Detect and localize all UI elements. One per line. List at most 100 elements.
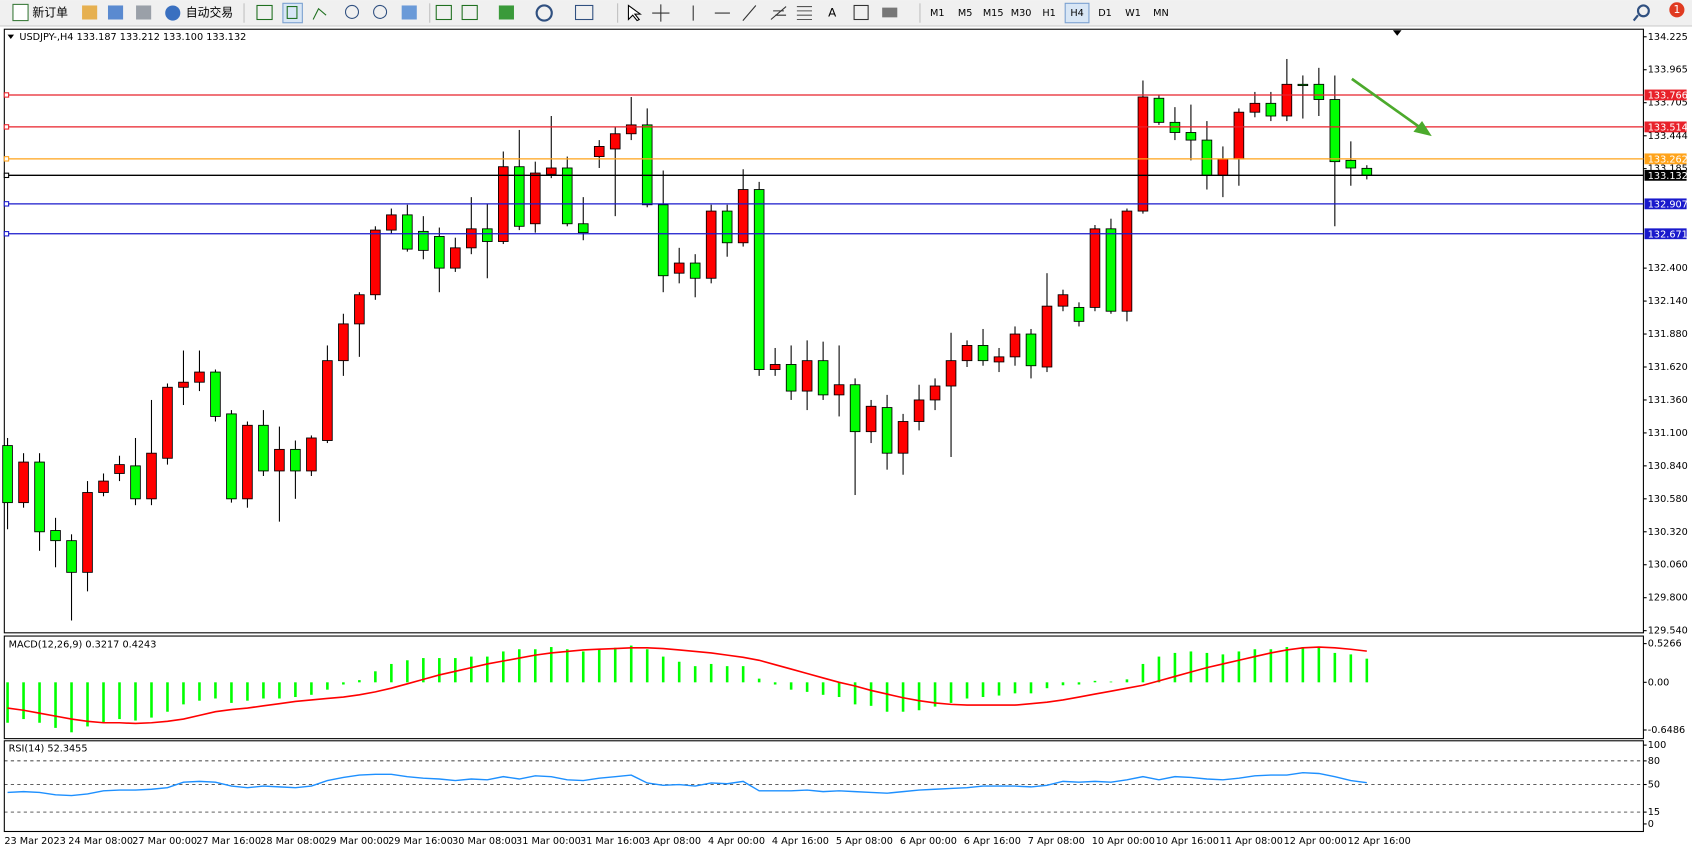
y-tick-label: 80	[1648, 756, 1660, 767]
new-order-icon[interactable]	[12, 3, 29, 22]
candle-body	[1105, 228, 1117, 312]
candle-body	[402, 214, 413, 250]
y-tick-label: 131.880	[1648, 329, 1688, 340]
macd-bar	[1349, 654, 1353, 683]
timeframe-button[interactable]: W1	[1125, 8, 1141, 19]
candle-body	[50, 530, 61, 542]
candle-body	[977, 345, 989, 362]
periods[interactable]	[535, 4, 553, 22]
macd-bar	[789, 682, 793, 690]
timeframe-button[interactable]: M5	[958, 8, 973, 19]
line-tools[interactable]	[692, 5, 757, 21]
candle-body	[529, 172, 541, 225]
macd-bar	[1157, 656, 1161, 683]
y-tick-label: 130.320	[1648, 527, 1688, 538]
x-tick-label: 6 Apr 00:00	[900, 836, 957, 847]
candle-body	[881, 407, 893, 454]
macd-bar	[1125, 679, 1129, 683]
macd-bar	[1333, 652, 1337, 683]
macd-bar	[613, 647, 617, 683]
macd-bar	[1061, 682, 1065, 686]
candle-body	[577, 223, 589, 234]
macd-bar	[1317, 647, 1321, 683]
cursor[interactable]	[627, 4, 642, 22]
notification-badge[interactable]	[1669, 2, 1685, 18]
icon[interactable]	[107, 5, 124, 20]
candle-body	[545, 167, 557, 175]
candle-body	[354, 294, 365, 325]
timeframe-button[interactable]: M30	[1011, 8, 1032, 19]
macd-bar	[278, 682, 281, 699]
zoom-in[interactable]	[344, 4, 360, 19]
indicators[interactable]	[498, 5, 514, 20]
price-level-tag	[1644, 169, 1687, 181]
y-tick-label: 130.580	[1648, 494, 1688, 505]
candle-body	[513, 166, 525, 227]
line-chart-btn[interactable]	[312, 7, 327, 20]
autoscroll[interactable]	[435, 4, 452, 21]
rsi-header: RSI(14) 52.3455	[9, 743, 88, 754]
timeframe-button[interactable]: M15	[983, 8, 1004, 19]
candle-body	[1265, 102, 1277, 117]
candle-body	[290, 448, 301, 472]
macd-bar	[198, 682, 201, 701]
macd-bar	[326, 682, 329, 690]
macd-bar	[1141, 663, 1145, 683]
candle-body	[945, 360, 957, 387]
y-tick-label: 129.540	[1648, 626, 1688, 637]
candle-body	[418, 230, 429, 251]
macd-bar	[1093, 680, 1097, 683]
timeframe-button[interactable]: H4	[1070, 8, 1083, 19]
macd-bar	[454, 658, 457, 683]
bar-chart-btn[interactable]	[256, 4, 273, 21]
shift[interactable]	[461, 4, 478, 21]
macd-bar	[677, 661, 681, 683]
search[interactable]	[1636, 4, 1650, 18]
candle-body	[929, 385, 941, 401]
icon[interactable]	[136, 5, 152, 20]
macd-bar	[933, 682, 937, 707]
timeframe-button[interactable]: D1	[1098, 8, 1112, 19]
macd-bar	[501, 651, 505, 683]
x-tick-label: 10 Apr 00:00	[1092, 836, 1155, 847]
macd-bar	[86, 682, 89, 727]
auto-trading[interactable]: 自动交易	[186, 6, 233, 20]
candle-body	[1329, 99, 1341, 163]
x-tick-label: 24 Mar 08:00	[68, 836, 133, 847]
x-tick-label: 27 Mar 00:00	[132, 836, 197, 847]
macd-bar	[1013, 682, 1017, 694]
crosshair[interactable]	[652, 4, 670, 22]
y-tick-label: 100	[1648, 740, 1667, 751]
candle-body	[1361, 167, 1373, 176]
timeframe-button[interactable]: M1	[930, 8, 945, 19]
text-label[interactable]	[853, 4, 869, 21]
tile[interactable]	[401, 5, 417, 20]
y-tick-label: 133.185	[1648, 164, 1688, 175]
new-order[interactable]: 新订单	[32, 6, 68, 20]
auto-trading-icon[interactable]	[165, 5, 181, 21]
text-tool[interactable]: A	[828, 6, 837, 20]
candle-body	[1009, 333, 1021, 358]
x-tick-label: 11 Apr 08:00	[1220, 836, 1283, 847]
x-tick-label: 5 Apr 08:00	[836, 836, 893, 847]
candle-body	[194, 371, 205, 383]
timeframe-button[interactable]: H1	[1042, 8, 1055, 19]
candle-body	[1281, 83, 1293, 117]
icon[interactable]	[82, 5, 98, 20]
zoom-out[interactable]	[373, 4, 388, 19]
macd-bar	[533, 649, 537, 683]
timeframe-button[interactable]: MN	[1153, 8, 1169, 19]
y-tick-label: 133.705	[1648, 98, 1688, 109]
candle-body	[833, 384, 845, 396]
macd-bar	[725, 666, 729, 683]
templates[interactable]	[574, 4, 594, 21]
macd-bar	[517, 649, 521, 683]
channels[interactable]	[796, 6, 812, 21]
icon	[286, 6, 298, 19]
arrows[interactable]	[882, 7, 898, 18]
x-tick-label: 31 Mar 16:00	[580, 836, 645, 847]
price-level-marker	[3, 172, 10, 179]
macd-bar	[965, 682, 969, 699]
fibo[interactable]	[770, 6, 787, 20]
